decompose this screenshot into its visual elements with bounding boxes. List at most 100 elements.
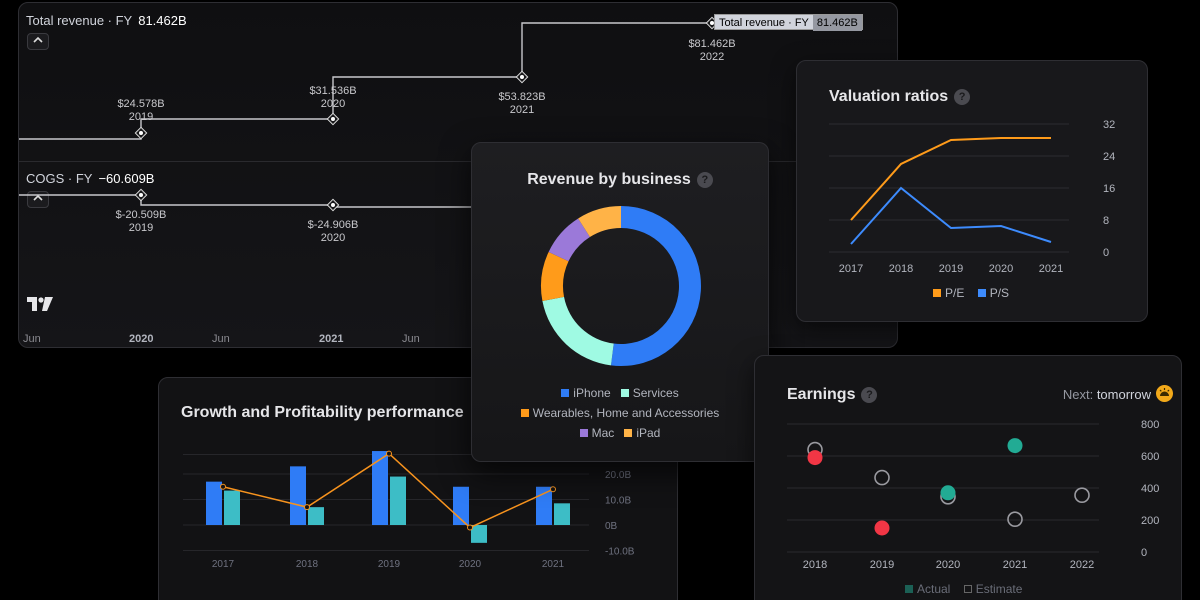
growth-bar[interactable] <box>206 481 222 525</box>
y-tick-label: 0B <box>605 521 618 532</box>
y-tick-label: -10.0B <box>605 547 635 558</box>
actual-point <box>874 520 890 536</box>
series-line-pe <box>850 137 1051 221</box>
valuation-ratios-panel: Valuation ratios? 32 24 16 8 0 2017 2018 2019 20… <box>796 60 1148 322</box>
margin-point <box>220 483 226 490</box>
revenue-point-2020[interactable]: $31.536B 2020 <box>309 85 357 126</box>
sun-icon <box>1156 385 1173 402</box>
revenue-title: Revenue by business? <box>472 171 768 189</box>
cogs-point-2019[interactable]: $-20.509B 2019 <box>116 188 167 234</box>
y-tick-label: 10.0B <box>605 496 631 507</box>
x-tick-label: 2019 <box>378 559 401 570</box>
donut-slice-mac[interactable] <box>548 218 590 262</box>
y-tick-label: 16 <box>1103 183 1115 195</box>
question-icon[interactable]: ? <box>954 89 971 105</box>
time-axis-label: 2020 <box>129 333 153 345</box>
legend-item-ipad[interactable]: iPad <box>624 426 660 440</box>
revenue-year-label: 2021 <box>510 104 534 116</box>
legend-swatch <box>561 389 570 397</box>
revenue-value-label: $53.823B <box>498 91 545 103</box>
legend-item-pe[interactable]: P/E <box>933 286 964 300</box>
donut-slice-iphone[interactable] <box>610 206 701 366</box>
donut-slice-ipad[interactable] <box>578 206 621 238</box>
revenue-point-2019[interactable]: $24.578B 2019 <box>117 98 165 140</box>
y-tick-label: 400 <box>1141 483 1159 495</box>
y-tick-label: 200 <box>1141 515 1159 527</box>
revenue-point-2021[interactable]: $53.823B 2021 <box>498 70 546 116</box>
y-tick-label: 600 <box>1141 451 1159 463</box>
cogs-value-label: $-24.906B <box>308 219 359 231</box>
growth-bar[interactable] <box>554 503 570 525</box>
cogs-value-label: $-20.509B <box>116 209 167 221</box>
earnings-scatter-chart: 800 600 400 200 0 2018 2019 2020 2021 2022 <box>787 419 1159 571</box>
y-tick-label: 24 <box>1103 151 1115 163</box>
tradingview-logo <box>27 295 53 316</box>
y-tick-label: 800 <box>1141 419 1159 431</box>
earnings-title: Earnings? <box>787 386 878 404</box>
legend-item-services[interactable]: Services <box>620 386 679 400</box>
growth-bar[interactable] <box>308 507 324 525</box>
cogs-year-label: 2020 <box>321 232 345 244</box>
legend-swatch <box>624 429 633 437</box>
revenue-value-label: $81.462B <box>688 38 735 50</box>
actual-point <box>1007 438 1023 454</box>
legend-item-iphone[interactable]: iPhone <box>561 386 611 400</box>
x-tick-label: 2020 <box>459 559 482 570</box>
legend-swatch <box>963 585 972 593</box>
x-tick-label: 2018 <box>803 559 827 571</box>
estimate-point <box>1007 511 1023 527</box>
x-tick-label: 2020 <box>989 263 1013 275</box>
revenue-legend: iPhone Services Wearables, Home and Acce… <box>472 383 768 443</box>
x-tick-label: 2021 <box>542 559 565 570</box>
earnings-legend: Actual Estimate <box>905 582 1022 596</box>
time-axis-label: Jun <box>402 333 420 345</box>
legend-swatch <box>579 429 588 437</box>
growth-bar[interactable] <box>290 466 306 525</box>
growth-bar[interactable] <box>536 486 552 525</box>
revenue-year-label: 2019 <box>129 111 153 123</box>
legend-item-actual[interactable]: Actual <box>905 582 950 596</box>
revenue-step-line <box>19 22 712 140</box>
legend-item-estimate[interactable]: Estimate <box>963 582 1022 596</box>
x-tick-label: 2018 <box>296 559 319 570</box>
revenue-year-label: 2022 <box>700 51 724 63</box>
valuation-title: Valuation ratios? <box>829 88 971 106</box>
collapse-revenue-button[interactable] <box>27 33 49 50</box>
legend-item-ps[interactable]: P/S <box>977 286 1009 300</box>
revenue-legend: Total revenue · FY 81.462B <box>26 13 187 28</box>
legend-item-wearables[interactable]: Wearables, Home and Accessories <box>520 406 719 420</box>
donut-slice-services[interactable] <box>542 296 614 366</box>
revenue-year-label: 2020 <box>321 98 345 110</box>
valuation-legend: P/E P/S <box>933 286 1009 300</box>
growth-bar[interactable] <box>390 476 406 525</box>
margin-point <box>386 450 392 457</box>
time-axis-label: Jun <box>212 333 230 345</box>
growth-bar[interactable] <box>471 525 487 543</box>
question-icon[interactable]: ? <box>861 387 878 403</box>
donut-slice-wearables[interactable] <box>541 251 569 301</box>
time-axis-label: 2021 <box>319 333 343 345</box>
cogs-year-label: 2019 <box>129 222 153 234</box>
legend-swatch <box>933 289 941 297</box>
legend-item-mac[interactable]: Mac <box>579 426 614 440</box>
revenue-value-label: $24.578B <box>117 98 164 110</box>
question-icon[interactable]: ? <box>696 172 713 188</box>
legend-swatch <box>520 409 529 417</box>
x-tick-label: 2019 <box>939 263 963 275</box>
step-line-plot: $24.578B 2019 $31.536B 2020 $53.823B 202… <box>19 16 736 345</box>
legend-swatch <box>905 585 913 593</box>
cogs-point-2020[interactable]: $-24.906B 2020 <box>308 198 359 244</box>
growth-bar[interactable] <box>372 451 388 525</box>
y-tick-label: 20.0B <box>605 470 631 481</box>
next-earnings: Next: tomorrow <box>1062 387 1151 402</box>
y-tick-label: 8 <box>1103 215 1109 227</box>
x-tick-label: 2021 <box>1003 559 1027 571</box>
x-tick-label: 2021 <box>1039 263 1063 275</box>
revenue-value-label: $31.536B <box>309 85 356 97</box>
growth-chart: 20.0B 10.0B 0B -10.0B 2017 2018 2019 2020 2021 <box>183 450 635 570</box>
crosshair-tooltip: Total revenue · FY 81.462B <box>714 14 863 31</box>
cogs-legend: COGS · FY −60.609B <box>26 171 155 186</box>
x-tick-label: 2017 <box>839 263 863 275</box>
growth-bar[interactable] <box>224 490 240 525</box>
margin-point <box>467 524 473 531</box>
